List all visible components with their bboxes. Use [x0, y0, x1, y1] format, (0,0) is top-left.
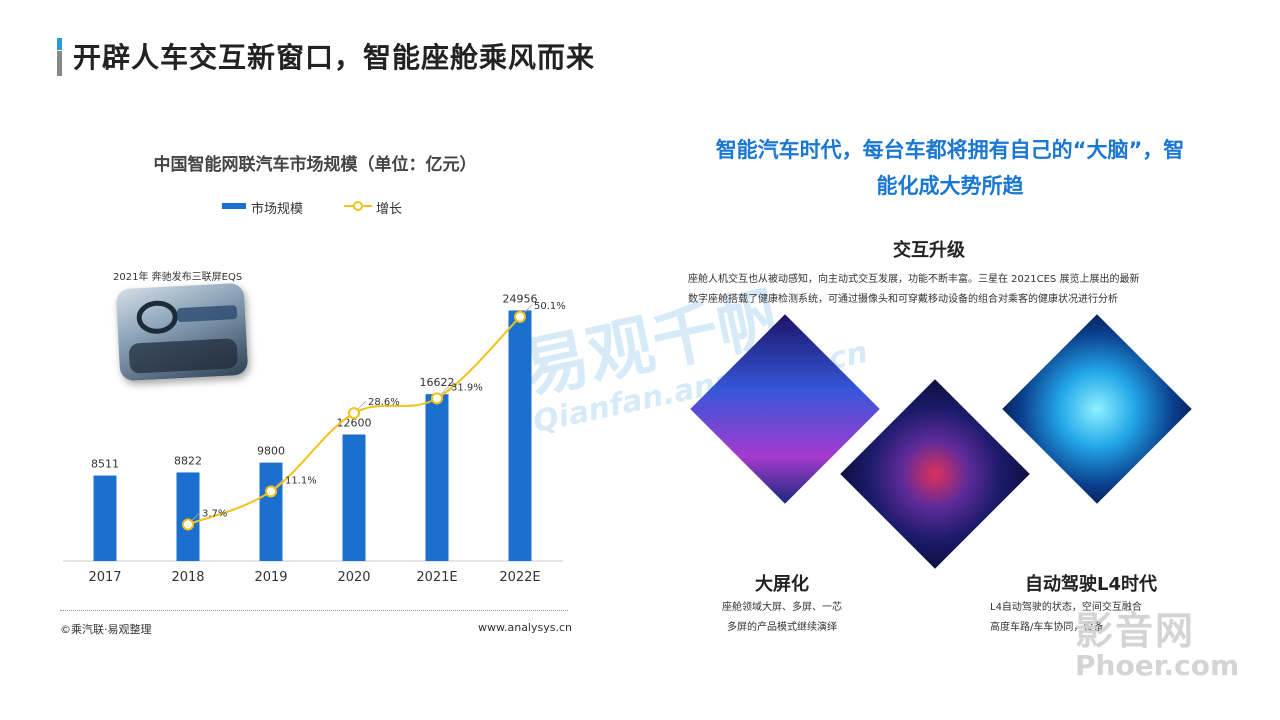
source-note: ©乘汽联·易观整理	[60, 623, 152, 636]
bar-2021E	[425, 394, 449, 561]
right-headline-line1: 智能汽车时代，每台车都将拥有自己的“大脑”，智	[715, 138, 1185, 162]
car-cockpit-image	[115, 282, 249, 382]
page-title: 开辟人车交互新窗口，智能座舱乘风而来	[73, 41, 596, 74]
logo-watermark-line1: 影音网	[1075, 609, 1196, 653]
right-headline: 智能汽车时代，每台车都将拥有自己的“大脑”，智 能化成大势所趋	[690, 132, 1210, 204]
bar-label-2019: 9800	[257, 445, 285, 458]
logo-watermark-line2: Phoer.com	[1075, 649, 1240, 682]
bar-2019	[259, 462, 283, 561]
growth-label-2020: 28.6%	[368, 397, 400, 408]
x-tick-2019: 2019	[254, 570, 287, 585]
legend-line-swatch	[344, 201, 372, 211]
chart-title: 中国智能网联汽车市场规模（单位：亿元）	[153, 155, 477, 175]
x-tick-2022E: 2022E	[499, 570, 540, 585]
growth-label-2022E: 50.1%	[534, 301, 566, 312]
section-title-interaction: 交互升级	[893, 240, 965, 261]
x-tick-2020: 2020	[337, 570, 370, 585]
legend-label-growth: 增长	[376, 202, 403, 217]
legend-bar-swatch	[222, 203, 246, 209]
right-headline-line2: 能化成大势所趋	[876, 174, 1024, 198]
growth-point-2018	[182, 518, 194, 531]
section-title-autonomous: 自动驾驶L4时代	[1025, 574, 1157, 595]
title-accent-bar	[57, 38, 62, 76]
growth-label-2021E: 31.9%	[451, 382, 483, 393]
growth-point-2022E	[514, 310, 526, 323]
bar-label-2022E: 24956	[503, 292, 538, 305]
growth-point-2019	[265, 485, 277, 498]
growth-point-2021E	[431, 392, 443, 405]
bar-2017	[93, 475, 117, 561]
bar-2020	[342, 434, 366, 561]
section-desc-big-screen: 座舱领域大屏、多屏、一芯 多屏的产品模式继续演绎	[722, 598, 842, 638]
section-desc-autonomous-line1: L4自动驾驶的状态，空间交互融合	[990, 602, 1142, 613]
x-tick-2018: 2018	[171, 570, 204, 585]
section-title-big-screen: 大屏化	[755, 574, 809, 595]
legend-label-market-size: 市场规模	[251, 202, 304, 217]
bar-label-2018: 8822	[174, 454, 202, 467]
section-desc-interaction-line1: 座舱人机交互也从被动感知，向主动式交互发展，功能不断丰富。三星在 2021CES…	[688, 274, 1140, 285]
footer-divider	[60, 610, 568, 611]
growth-leader-2019	[274, 479, 284, 488]
bar-label-2017: 8511	[91, 458, 119, 471]
section-desc-big-screen-line1: 座舱领域大屏、多屏、一芯	[722, 602, 842, 613]
growth-leader-2022E	[523, 304, 533, 314]
x-tick-2021E: 2021E	[416, 570, 457, 585]
section-desc-interaction-line2: 数字座舱搭载了健康检测系统，可通过摄像头和可穿戴移动设备的组合对乘客的健康状况进…	[688, 294, 1118, 305]
growth-label-2019: 11.1%	[285, 475, 317, 486]
x-tick-2017: 2017	[88, 570, 121, 585]
growth-leader-2018	[191, 512, 201, 521]
site-logo-watermark: 影音网 Phoer.com	[1075, 600, 1239, 682]
growth-leader-2021E	[440, 386, 450, 395]
bar-2018	[176, 472, 200, 561]
growth-leader-2020	[357, 400, 367, 410]
bar-2022E	[508, 310, 532, 561]
inset-caption: 2021年 奔驰发布三联屏EQS	[113, 272, 243, 283]
growth-label-2018: 3.7%	[202, 508, 227, 519]
section-desc-interaction: 座舱人机交互也从被动感知，向主动式交互发展，功能不断丰富。三星在 2021CES…	[688, 270, 1178, 310]
section-desc-autonomous-line2: 高度车路/车车协同，设备	[990, 622, 1104, 633]
section-desc-autonomous: L4自动驾驶的状态，空间交互融合 高度车路/车车协同，设备	[990, 598, 1142, 638]
growth-point-2020	[348, 407, 360, 420]
section-desc-big-screen-line2: 多屏的产品模式继续演绎	[727, 622, 837, 633]
source-site: www.analysys.cn	[478, 621, 572, 634]
bar-label-2021E: 16622	[420, 376, 455, 389]
